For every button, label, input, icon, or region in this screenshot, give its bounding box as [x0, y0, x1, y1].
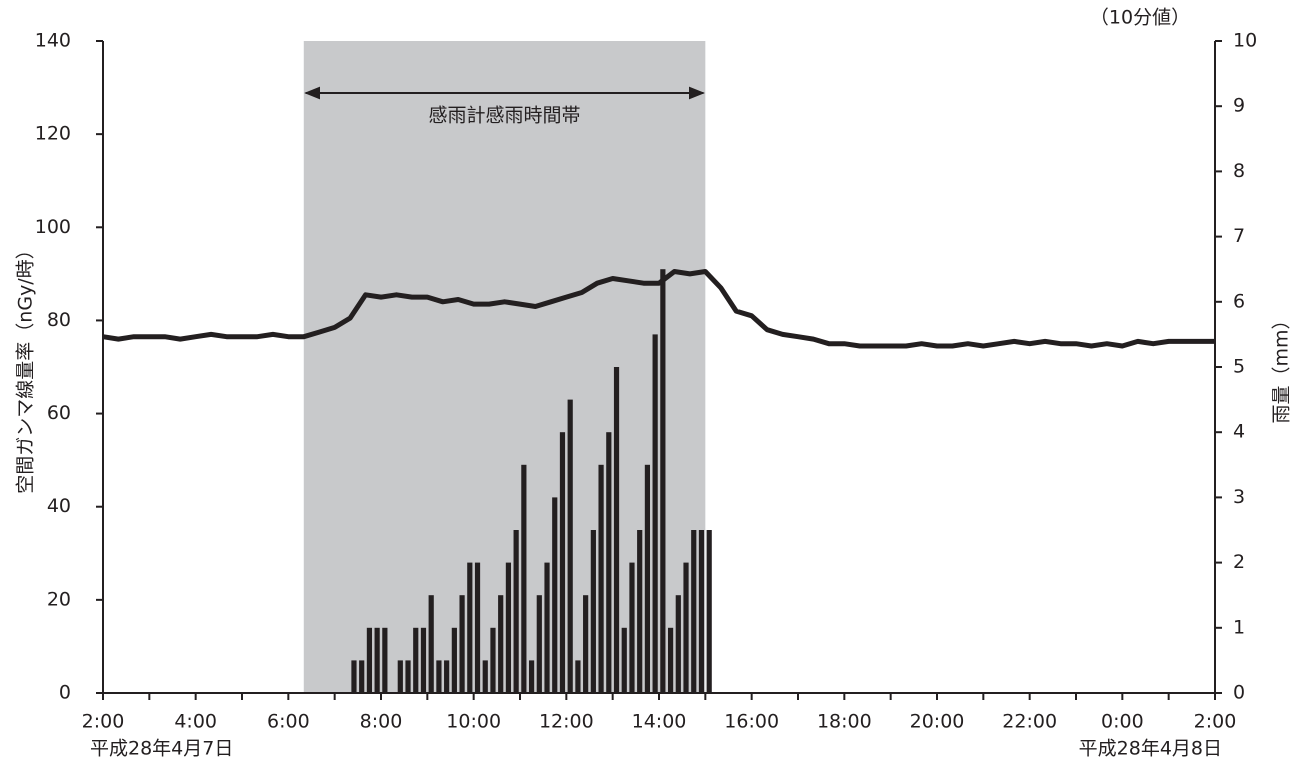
x-tick-label: 16:00 — [724, 711, 779, 733]
x-tick-label: 14:00 — [632, 711, 687, 733]
plot: 感雨計感雨時間帯 — [102, 41, 1215, 693]
y2-tick-label: 9 — [1233, 95, 1245, 117]
x-tick-label: 8:00 — [360, 711, 403, 733]
rain-bar — [467, 562, 473, 693]
rain-bar — [382, 627, 388, 693]
y2-axis-label: 雨量（mm） — [1271, 310, 1293, 423]
rain-bar — [359, 660, 365, 693]
rain-bar — [598, 464, 604, 693]
rain-bar — [675, 595, 681, 693]
rain-bar — [521, 464, 527, 693]
y-tick-label: 80 — [47, 309, 71, 331]
rain-bar — [436, 660, 442, 693]
rain-bar — [606, 432, 612, 693]
y-tick-label: 0 — [59, 682, 71, 704]
rain-bar — [513, 530, 519, 693]
rain-bar — [544, 562, 550, 693]
y2-tick-label: 10 — [1233, 30, 1257, 52]
dose-line — [102, 269, 1215, 349]
rain-bar — [505, 562, 512, 693]
y2-tick-label: 3 — [1233, 486, 1245, 508]
y-tick-label: 20 — [47, 588, 71, 610]
y-axis-label: 空間ガンマ線量率（nGy/時） — [15, 240, 37, 493]
y2-tick-label: 8 — [1233, 160, 1245, 182]
rain-bar — [667, 627, 674, 693]
x-tick-label: 10:00 — [446, 711, 501, 733]
y2-tick-label: 1 — [1233, 616, 1245, 638]
x-tick-label: 4:00 — [174, 711, 217, 733]
rain-bar — [428, 595, 434, 693]
rain-bar — [397, 660, 403, 693]
rain-bar — [536, 595, 542, 693]
x-tick-label: 18:00 — [817, 711, 872, 733]
rain-bar — [698, 530, 705, 693]
x-tick-label: 22:00 — [1002, 711, 1057, 733]
rain-bar — [351, 660, 357, 693]
rain-bar — [420, 627, 427, 693]
corner-note: （10分値） — [1090, 7, 1190, 29]
y-tick-label: 40 — [47, 495, 71, 517]
rain-bar — [637, 530, 643, 693]
y-tick-label: 120 — [35, 123, 71, 145]
y-tick-label: 60 — [47, 402, 71, 424]
date-label: 平成28年4月8日 — [1079, 738, 1222, 760]
annotation: 感雨計感雨時間帯 — [429, 105, 581, 127]
rain-bar — [660, 269, 666, 693]
x-tick-label: 2:00 — [1194, 711, 1237, 733]
rain-bar — [621, 627, 627, 693]
rain-bar — [629, 562, 635, 693]
rain-bar — [683, 562, 689, 693]
rain-bar — [459, 595, 465, 693]
rain-bar — [482, 660, 488, 693]
rain-bar — [575, 660, 581, 693]
rain-bar — [528, 660, 535, 693]
y2-tick-label: 7 — [1233, 225, 1245, 247]
rain-bar — [613, 367, 620, 693]
x-tick-label: 6:00 — [267, 711, 310, 733]
rain-bar — [405, 660, 411, 693]
x-tick-label: 12:00 — [539, 711, 594, 733]
rain-bar — [451, 627, 457, 693]
rain-bar — [474, 562, 481, 693]
rain-bar — [374, 627, 380, 693]
rain-bar — [366, 627, 373, 693]
rain-bar — [490, 627, 496, 693]
rain-bar — [444, 660, 450, 693]
y2-tick-label: 2 — [1233, 551, 1245, 573]
rain-bar — [567, 399, 573, 693]
x-tick-label: 0:00 — [1101, 711, 1144, 733]
x-tick-label: 20:00 — [910, 711, 965, 733]
date-label: 平成28年4月7日 — [90, 738, 233, 760]
rain-bar — [590, 530, 596, 693]
y2-tick-label: 0 — [1233, 682, 1245, 704]
y-tick-label: 100 — [35, 216, 71, 238]
rain-bar — [706, 530, 712, 693]
y2-tick-label: 4 — [1233, 421, 1245, 443]
y-tick-label: 140 — [35, 30, 71, 52]
rain-bar — [413, 627, 419, 693]
rain-bar — [644, 464, 651, 693]
rain-bar — [552, 497, 558, 693]
rain-bar — [559, 432, 566, 693]
rain-bar — [583, 595, 589, 693]
rain-bar — [652, 334, 658, 693]
rain-bar — [691, 530, 697, 693]
x-tick-label: 2:00 — [82, 711, 125, 733]
y2-tick-label: 5 — [1233, 356, 1245, 378]
y2-tick-label: 6 — [1233, 290, 1245, 312]
rain-bar — [498, 595, 504, 693]
